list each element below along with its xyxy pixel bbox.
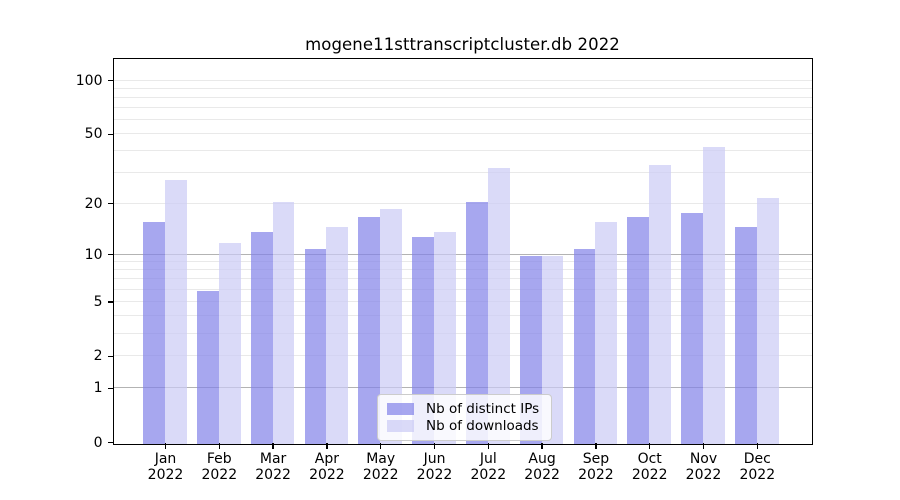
x-tick-label: Jul 2022	[458, 451, 518, 484]
x-tick-label: Sep 2022	[566, 451, 626, 484]
gridline-minor	[114, 172, 812, 174]
gridline-minor	[114, 87, 812, 89]
gridline-minor	[114, 107, 812, 109]
x-tick-label-year: 2022	[201, 467, 238, 483]
x-tick-label-year: 2022	[524, 467, 560, 483]
y-tick-label: 1	[93, 380, 103, 397]
legend-item-downloads: Nb of downloads	[387, 418, 539, 434]
x-tick-label-month: May	[366, 450, 396, 467]
bar-downloads	[756, 198, 779, 444]
x-tick-label: Jun 2022	[405, 451, 465, 484]
bar-downloads	[165, 180, 187, 444]
x-tick-label-year: 2022	[470, 467, 507, 483]
bar-distinct-ips	[573, 249, 596, 444]
x-tick-label-month: Apr	[314, 450, 339, 467]
bar-downloads	[595, 221, 618, 444]
x-tick-label-year: 2022	[631, 467, 668, 483]
bar-distinct-ips	[250, 231, 273, 444]
gridline-minor	[114, 119, 812, 121]
y-tick-label: 50	[84, 126, 103, 143]
x-tick-label: Aug 2022	[512, 451, 572, 484]
x-tick-label: Oct 2022	[620, 451, 680, 484]
y-tick-label: 2	[93, 348, 103, 365]
x-tick-label: Dec 2022	[727, 451, 787, 484]
bar-distinct-ips	[681, 213, 703, 444]
x-tick-label: Feb 2022	[189, 451, 249, 484]
gridline-minor	[114, 332, 812, 334]
x-tick-label-month: Oct	[637, 450, 662, 467]
x-tick-label-year: 2022	[147, 467, 184, 483]
x-tick-label-year: 2022	[255, 467, 291, 483]
bar-distinct-ips	[304, 249, 327, 444]
x-tick-label-year: 2022	[578, 467, 614, 483]
x-tick-label: Mar 2022	[243, 451, 303, 484]
bar-downloads	[326, 226, 349, 444]
gridline-minor	[114, 278, 812, 280]
bar-downloads	[218, 242, 241, 444]
y-tick-label: 100	[75, 72, 103, 89]
bar-downloads	[434, 231, 456, 444]
gridline-minor	[114, 301, 812, 303]
bar-downloads	[649, 165, 671, 444]
bar-distinct-ips	[627, 217, 650, 444]
chart-title: mogene11sttranscriptcluster.db 2022	[305, 35, 620, 54]
x-tick-label-month: Feb	[206, 450, 232, 467]
gridline-minor	[114, 150, 812, 152]
bar-distinct-ips	[412, 237, 434, 444]
legend-item-distinct-ips: Nb of distinct IPs	[387, 401, 539, 417]
gridline-minor	[114, 288, 812, 290]
x-tick-label: May 2022	[351, 451, 411, 484]
bar-distinct-ips	[735, 226, 757, 444]
legend-label-distinct-ips: Nb of distinct IPs	[426, 400, 540, 417]
x-tick-label-year: 2022	[309, 467, 345, 483]
gridline-minor	[114, 79, 812, 81]
y-tick-label: 0	[93, 434, 103, 451]
x-tick-label: Apr 2022	[297, 451, 357, 484]
legend-swatch-distinct-ips	[387, 402, 414, 415]
x-tick-label-year: 2022	[739, 467, 776, 483]
legend: Nb of distinct IPs Nb of downloads	[377, 394, 553, 441]
bar-distinct-ips	[466, 201, 488, 444]
x-tick-label-year: 2022	[416, 467, 453, 483]
gridline-major	[114, 253, 812, 255]
y-tick-label: 5	[93, 294, 103, 311]
bar-downloads	[487, 167, 510, 444]
x-tick-label: Jan 2022	[136, 451, 196, 484]
gridline-minor	[114, 269, 812, 271]
bar-distinct-ips	[197, 291, 219, 444]
gridline-minor	[114, 96, 812, 98]
x-tick-label-month: Aug	[528, 450, 556, 467]
x-tick-label-month: Mar	[259, 450, 287, 467]
bar-downloads	[272, 201, 295, 444]
gridline-major	[114, 387, 812, 389]
x-tick-label-month: Sep	[582, 450, 610, 467]
bar-distinct-ips	[143, 221, 165, 444]
legend-label-downloads: Nb of downloads	[426, 418, 539, 434]
bar-downloads	[703, 147, 725, 444]
gridline-minor	[114, 355, 812, 357]
gridline-minor	[114, 133, 812, 135]
x-tick-label-month: Jul	[479, 450, 497, 467]
x-tick-label: Nov 2022	[674, 451, 734, 484]
y-tick-label: 20	[84, 195, 103, 212]
legend-swatch-downloads	[387, 420, 414, 432]
x-tick-label-month: Jun	[423, 450, 446, 467]
x-tick-label-month: Dec	[743, 450, 771, 467]
gridline-minor	[114, 202, 812, 204]
x-tick-label-month: Nov	[689, 450, 718, 467]
y-tick-label: 10	[84, 246, 103, 263]
plot-area	[113, 58, 813, 445]
x-tick-label-month: Jan	[154, 450, 177, 467]
x-tick-label-year: 2022	[685, 467, 722, 483]
bar-downloads	[380, 209, 402, 444]
bar-distinct-ips	[358, 217, 381, 444]
gridline-minor	[114, 315, 812, 317]
gridline-minor	[114, 260, 812, 262]
x-tick-label-year: 2022	[362, 467, 399, 483]
